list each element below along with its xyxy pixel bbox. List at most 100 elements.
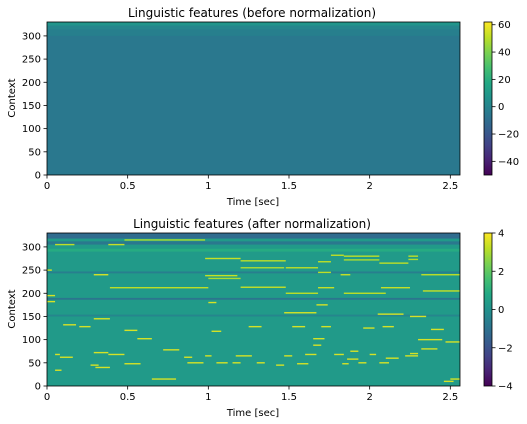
heatmap-segment xyxy=(205,355,212,357)
heatmap-segment xyxy=(187,362,204,364)
x-tick-label: 0 xyxy=(44,181,50,192)
colorbar-tick-label: 0 xyxy=(498,102,504,113)
heatmap-segments xyxy=(47,239,460,383)
y-tick-label: 150 xyxy=(22,312,41,323)
heatmap-segment xyxy=(285,292,319,294)
heatmap-segment xyxy=(292,325,306,328)
x-tick-label: 1 xyxy=(205,392,211,403)
heatmap-segment xyxy=(318,287,335,289)
heatmap-segment xyxy=(321,325,331,328)
y-axis-label: Context xyxy=(7,289,18,328)
heatmap-segment xyxy=(284,312,317,314)
heatmap-segment xyxy=(47,300,56,303)
heatmap-segment xyxy=(163,349,180,351)
heatmap-segment xyxy=(137,338,152,340)
heatmap-segment xyxy=(418,338,443,341)
heatmap-background xyxy=(47,22,460,175)
colorbar-frame xyxy=(483,21,493,176)
heatmap-segment xyxy=(408,258,419,261)
heatmap-segment xyxy=(377,313,404,315)
heatmap-segment xyxy=(124,329,138,332)
heatmap-band xyxy=(47,233,460,239)
heatmap-area xyxy=(46,21,461,176)
heatmap-bands xyxy=(47,22,460,36)
heatmap-band xyxy=(47,271,460,274)
heatmap-segment xyxy=(340,274,351,276)
x-tick-label: 2.5 xyxy=(442,392,458,403)
colorbar: 60 40 20 0 −20 −40 xyxy=(483,20,519,176)
x-axis: 0 0.5 1 1.5 2 2.5 xyxy=(44,175,458,192)
heatmap-bands xyxy=(47,233,460,317)
colorbar-gradient xyxy=(484,233,492,386)
heatmap-segment xyxy=(240,286,286,288)
heatmap-segment xyxy=(256,362,265,364)
heatmap-segment xyxy=(363,327,375,329)
x-tick-label: 0.5 xyxy=(120,181,136,192)
heatmap-segment xyxy=(343,292,386,294)
heatmap-segment xyxy=(379,362,390,364)
heatmap-segment xyxy=(369,353,377,356)
heatmap-segment xyxy=(421,348,438,350)
colorbar-tick-label: 20 xyxy=(498,75,511,86)
colorbar-tick-label: 40 xyxy=(498,48,511,59)
heatmap-segment xyxy=(108,353,125,356)
heatmap-segment xyxy=(379,262,409,264)
heatmap-segment xyxy=(79,325,91,328)
heatmap-segment xyxy=(90,364,99,366)
heatmap-segment xyxy=(248,325,262,328)
heatmap-band xyxy=(47,25,460,30)
heatmap-segment xyxy=(240,267,285,269)
colorbar-tick-label: −4 xyxy=(498,382,513,393)
heatmap-segment xyxy=(350,350,359,352)
y-tick-label: 200 xyxy=(22,289,41,300)
y-tick-label: 0 xyxy=(35,171,41,182)
x-tick-label: 2 xyxy=(366,392,372,403)
heatmap-segment xyxy=(211,330,222,332)
heatmap-segment xyxy=(208,301,217,304)
x-tick-label: 1.5 xyxy=(281,181,297,192)
heatmap-segment xyxy=(358,362,367,364)
heatmap-area xyxy=(46,232,461,387)
heatmap-segment xyxy=(409,315,427,318)
x-axis-label: Time [sec] xyxy=(226,197,279,208)
y-tick-label: 200 xyxy=(22,78,41,89)
y-tick-label: 250 xyxy=(22,266,41,277)
heatmap-segment xyxy=(330,254,344,256)
heatmap-segment xyxy=(316,304,328,306)
heatmap-segment xyxy=(93,351,109,354)
heatmap-segment xyxy=(93,274,109,276)
colorbar-tick-label: 0 xyxy=(498,305,504,316)
heatmap-segment xyxy=(422,290,460,292)
chart-title: Linguistic features (after normalization… xyxy=(133,217,371,231)
heatmap-band xyxy=(47,241,460,245)
heatmap-segment xyxy=(347,358,359,360)
heatmap-segment xyxy=(63,324,77,326)
heatmap-segment xyxy=(216,362,228,364)
x-tick-label: 1 xyxy=(205,181,211,192)
colorbar-tick-label: 4 xyxy=(498,229,504,240)
plot-frame xyxy=(46,232,461,387)
y-tick-label: 50 xyxy=(28,147,41,158)
heatmap-segment xyxy=(313,344,322,346)
heatmap-segment xyxy=(408,255,419,257)
y-tick-label: 100 xyxy=(22,124,41,135)
heatmap-segment xyxy=(124,239,206,241)
heatmap-segment xyxy=(297,363,309,365)
heatmap-segment xyxy=(47,294,56,297)
heatmap-band xyxy=(47,29,460,36)
x-axis-label: Time [sec] xyxy=(226,408,279,419)
heatmap-segment xyxy=(343,255,380,257)
colorbar: 4 2 0 −2 −4 xyxy=(483,229,513,393)
heatmap-segment xyxy=(109,287,209,289)
heatmap-segment xyxy=(313,338,325,340)
y-tick-label: 300 xyxy=(22,242,41,253)
y-tick-label: 300 xyxy=(22,31,41,42)
heatmap-segment xyxy=(232,362,241,364)
heatmap-segment xyxy=(385,357,399,359)
heatmap-segment xyxy=(240,260,286,262)
heatmap-segment xyxy=(93,318,110,320)
heatmap-segment xyxy=(318,271,331,274)
y-tick-label: 50 xyxy=(28,358,41,369)
heatmap-segment xyxy=(205,274,238,277)
